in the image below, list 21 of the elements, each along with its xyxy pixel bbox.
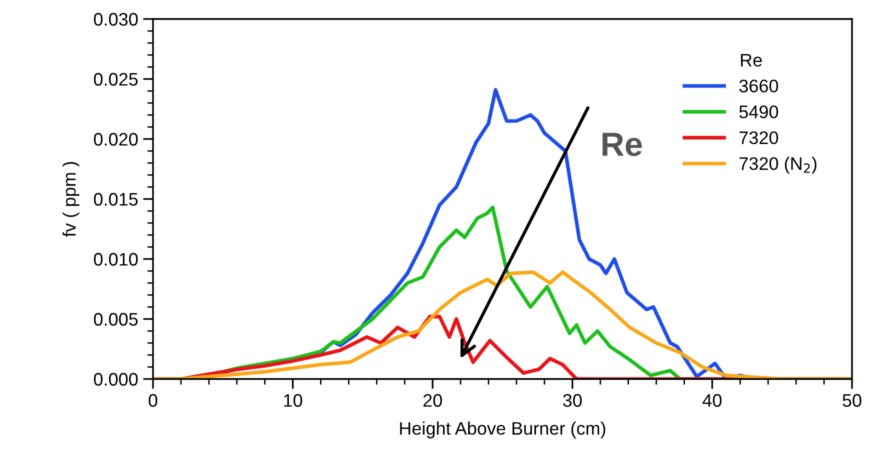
y-tick-label: 0.020: [94, 132, 138, 146]
y-tick-label: 0.010: [94, 252, 138, 266]
x-tick-label: 20: [423, 394, 442, 407]
x-tick-label: 40: [702, 394, 722, 407]
legend-label: 7320: [740, 131, 778, 144]
y-tick-label: 0.015: [94, 192, 138, 206]
y-axis-title: fv ( ppm ): [62, 162, 80, 237]
y-tick-label: 0.025: [94, 72, 138, 86]
legend-label: 7320 (N$_{2}$): [740, 156, 816, 174]
y-tick-label: 0.005: [94, 312, 138, 326]
legend-label: 5490: [739, 106, 778, 118]
x-tick-label: 0: [148, 394, 158, 407]
annotation: Re: [602, 132, 642, 156]
y-tick-label: 0.000: [94, 372, 138, 386]
x-axis-title: Height Above Burner (cm): [400, 422, 606, 438]
legend-title: Re: [741, 54, 762, 67]
x-tick-label: 10: [284, 394, 302, 407]
x-tick-label: 50: [842, 394, 862, 407]
y-tick-label: 0.030: [94, 12, 138, 26]
x-tick-label: 30: [563, 394, 582, 407]
legend-label: 3660: [739, 80, 778, 92]
